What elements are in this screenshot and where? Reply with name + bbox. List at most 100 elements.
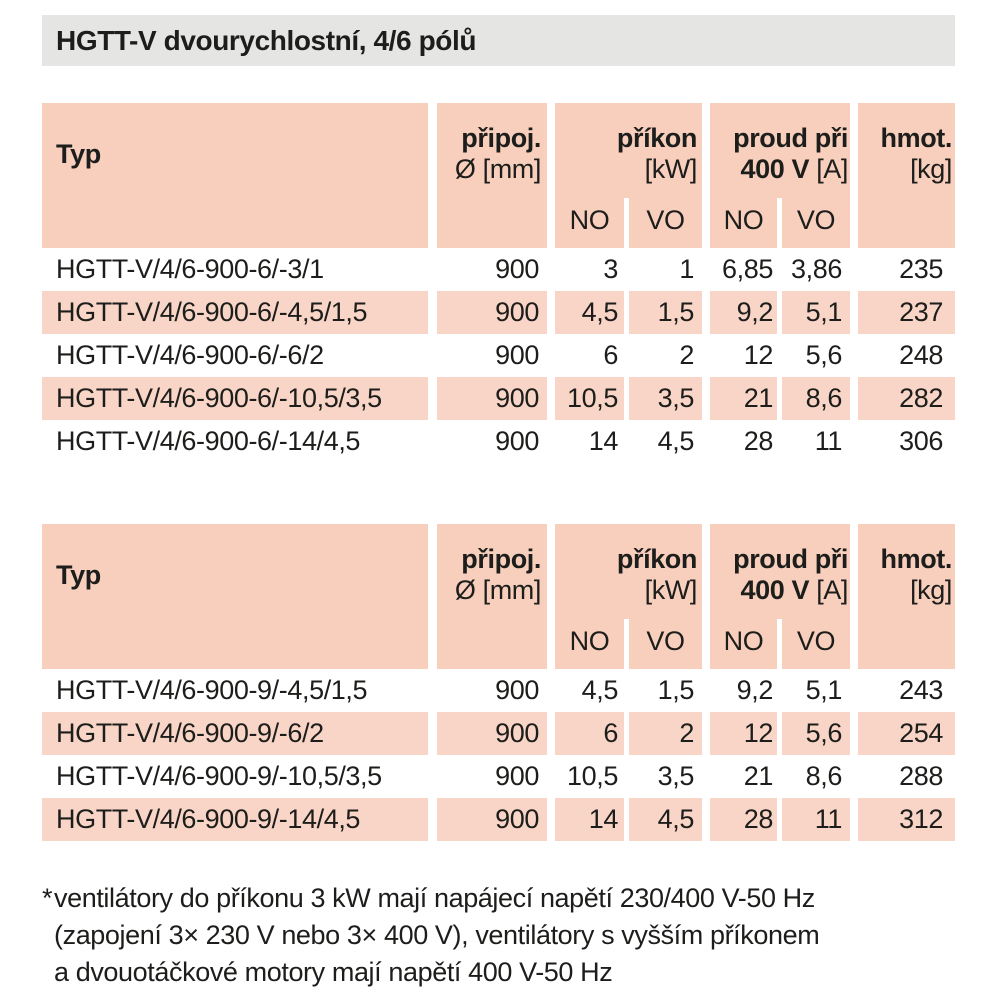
cell-kw-no: 6 <box>555 712 624 755</box>
cell-a-no: 28 <box>710 798 777 841</box>
subheader-no: NO <box>723 626 764 656</box>
subheader-no: NO <box>569 626 610 656</box>
table-header: Typ připoj. Ø [mm] příkon [kW] NO VO pro… <box>42 524 955 669</box>
cell-a-no: 12 <box>743 340 774 370</box>
cell-kw-vo: 2 <box>679 340 694 370</box>
spec-table-900-6: Typ připoj. Ø [mm] příkon [kW] NO VO pro… <box>42 103 955 463</box>
subcolumn-labels: NO VO <box>555 205 702 236</box>
subheader-no: NO <box>569 205 610 235</box>
table-row: HGTT-V/4/6-900-9/-10,5/3,5 900 10,5 3,5 21 8,… <box>42 755 955 798</box>
cell-a-no: 12 <box>710 712 777 755</box>
subheader-vo: VO <box>646 626 685 656</box>
subcolumn-labels: NO VO <box>710 626 850 657</box>
column-header-diameter: připoj. Ø [mm] <box>437 103 547 248</box>
footnote-text: ventilátory do příkonu 3 kW mají napájec… <box>54 880 955 991</box>
column-header-typ: Typ <box>42 103 428 248</box>
spec-table-900-9: Typ připoj. Ø [mm] příkon [kW] NO VO pro… <box>42 524 955 841</box>
cell-kw-no: 3 <box>603 254 618 284</box>
footnote-line: ventilátory do příkonu 3 kW mají napájec… <box>54 883 815 913</box>
cell-weight: 248 <box>899 340 943 370</box>
column-header-power: příkon [kW] NO VO <box>555 524 702 669</box>
cell-type: HGTT-V/4/6-900-6/-3/1 <box>56 254 324 284</box>
cell-kw-no: 10,5 <box>555 377 624 420</box>
subcolumn-labels: NO VO <box>710 205 850 236</box>
cell-a-vo: 8,6 <box>805 761 843 791</box>
cell-type: HGTT-V/4/6-900-6/-6/2 <box>56 340 324 370</box>
column-header-current: proud při 400 V [A] NO VO <box>710 103 850 248</box>
cell-a-no: 21 <box>710 377 777 420</box>
cell-diameter: 900 <box>495 761 539 791</box>
cell-a-no: 9,2 <box>710 291 777 334</box>
cell-diameter: 900 <box>437 798 547 841</box>
cell-a-vo: 5,6 <box>805 340 843 370</box>
section-title: HGTT-V dvourychlostní, 4/6 pólů <box>56 24 477 56</box>
footnote: * ventilátory do příkonu 3 kW mají napáj… <box>42 880 955 991</box>
cell-diameter: 900 <box>495 254 539 284</box>
cell-type: HGTT-V/4/6-900-6/-10,5/3,5 <box>42 377 428 420</box>
table-row: HGTT-V/4/6-900-9/-14/4,5 900 14 4,5 28 11 312 <box>42 798 955 841</box>
cell-type: HGTT-V/4/6-900-9/-4,5/1,5 <box>56 675 368 705</box>
column-header-typ: Typ <box>42 524 428 669</box>
cell-kw-vo: 1,5 <box>657 675 695 705</box>
cell-a-no: 21 <box>743 761 774 791</box>
column-header-power: příkon [kW] NO VO <box>555 103 702 248</box>
footnote-asterisk: * <box>42 883 53 913</box>
cell-weight: 235 <box>899 254 943 284</box>
footnote-line: (zapojení 3× 230 V nebo 3× 400 V), venti… <box>54 920 820 950</box>
cell-kw-no: 10,5 <box>567 761 618 791</box>
cell-diameter: 900 <box>437 712 547 755</box>
cell-a-vo: 8,6 <box>782 377 850 420</box>
section-title-bar: HGTT-V dvourychlostní, 4/6 pólů <box>42 15 955 66</box>
cell-a-no: 9,2 <box>736 675 774 705</box>
cell-type: HGTT-V/4/6-900-9/-14/4,5 <box>42 798 428 841</box>
cell-diameter: 900 <box>437 377 547 420</box>
cell-a-vo: 11 <box>814 426 843 456</box>
cell-kw-no: 4,5 <box>555 291 624 334</box>
cell-diameter: 900 <box>495 675 539 705</box>
cell-kw-no: 4,5 <box>581 675 619 705</box>
cell-weight: 282 <box>858 377 955 420</box>
cell-kw-vo: 3,5 <box>657 761 695 791</box>
subcolumn-divider <box>777 198 782 248</box>
subheader-no: NO <box>723 205 764 235</box>
cell-a-no: 6,85 <box>722 254 773 284</box>
cell-kw-vo: 4,5 <box>629 798 702 841</box>
table-row: HGTT-V/4/6-900-9/-6/2 900 6 2 12 5,6 254 <box>42 712 955 755</box>
column-header-diameter: připoj. Ø [mm] <box>437 524 547 669</box>
cell-diameter: 900 <box>437 291 547 334</box>
table-row: HGTT-V/4/6-900-6/-3/1 900 3 1 6,85 3,86 235 <box>42 248 955 291</box>
cell-kw-no: 6 <box>603 340 618 370</box>
cell-kw-no: 14 <box>588 426 619 456</box>
datasheet-page: HGTT-V dvourychlostní, 4/6 pólů Typ přip… <box>42 15 955 991</box>
column-header-weight: hmot. [kg] <box>858 103 955 248</box>
subcolumn-divider <box>624 198 629 248</box>
cell-a-vo: 11 <box>782 798 850 841</box>
footnote-line: a dvouotáčkové motory mají napětí 400 V-… <box>54 957 613 987</box>
table-row: HGTT-V/4/6-900-6/-10,5/3,5 900 10,5 3,5 21 8,… <box>42 377 955 420</box>
cell-kw-vo: 1 <box>679 254 694 284</box>
cell-a-vo: 5,1 <box>805 675 843 705</box>
cell-type: HGTT-V/4/6-900-6/-4,5/1,5 <box>42 291 428 334</box>
cell-type: HGTT-V/4/6-900-6/-14/4,5 <box>56 426 361 456</box>
subcolumn-divider <box>624 619 629 669</box>
subcolumn-divider <box>777 619 782 669</box>
column-header-current: proud při 400 V [A] NO VO <box>710 524 850 669</box>
table-header: Typ připoj. Ø [mm] příkon [kW] NO VO pro… <box>42 103 955 248</box>
cell-a-vo: 3,86 <box>791 254 842 284</box>
cell-type: HGTT-V/4/6-900-9/-10,5/3,5 <box>56 761 382 791</box>
table-row: HGTT-V/4/6-900-6/-4,5/1,5 900 4,5 1,5 9,2 5,1… <box>42 291 955 334</box>
table-row: HGTT-V/4/6-900-9/-4,5/1,5 900 4,5 1,5 9,2 5,1… <box>42 669 955 712</box>
cell-type: HGTT-V/4/6-900-9/-6/2 <box>42 712 428 755</box>
subheader-vo: VO <box>646 205 685 235</box>
cell-weight: 237 <box>858 291 955 334</box>
subheader-vo: VO <box>796 626 836 656</box>
cell-weight: 306 <box>899 426 943 456</box>
cell-kw-vo: 4,5 <box>657 426 695 456</box>
subheader-vo: VO <box>796 205 836 235</box>
table-row: HGTT-V/4/6-900-6/-14/4,5 900 14 4,5 28 11 306 <box>42 420 955 463</box>
cell-weight: 312 <box>858 798 955 841</box>
cell-diameter: 900 <box>495 340 539 370</box>
cell-a-no: 28 <box>743 426 774 456</box>
cell-weight: 288 <box>899 761 943 791</box>
cell-weight: 254 <box>858 712 955 755</box>
